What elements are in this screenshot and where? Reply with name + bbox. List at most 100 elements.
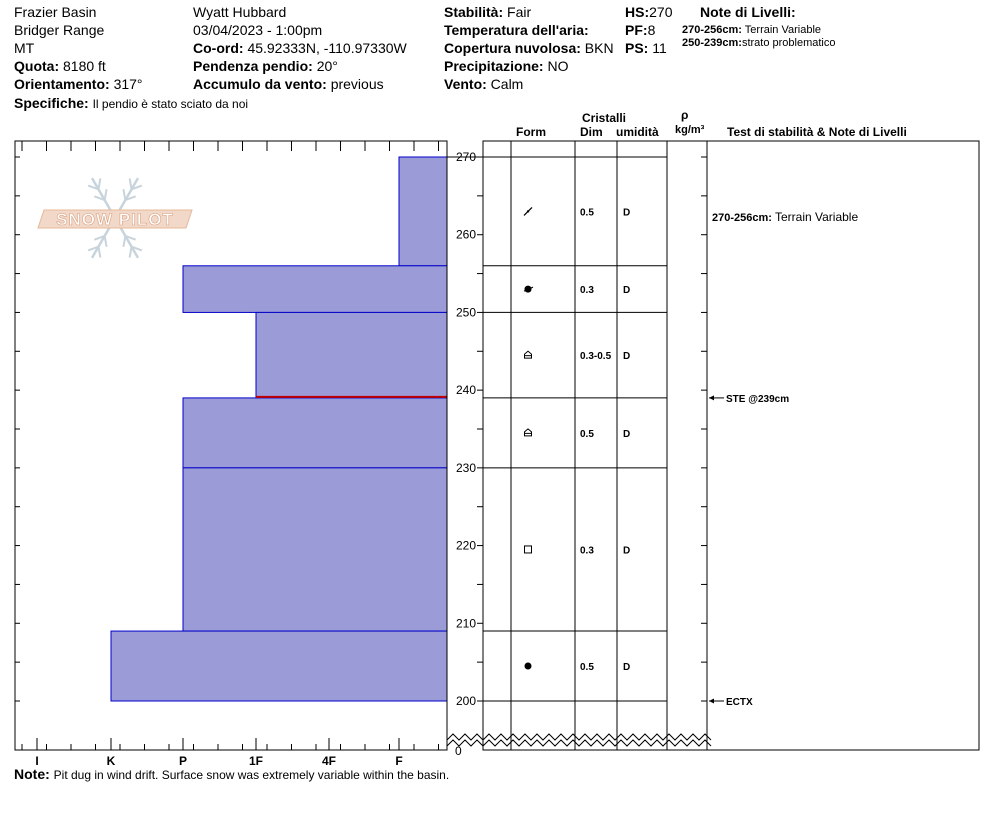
grain-size-2: 0.3-0.5	[580, 351, 612, 362]
note1-range: 270-256cm:	[682, 24, 742, 36]
orientamento: Orientamento: 317°	[14, 76, 143, 92]
pf: PF:8	[625, 22, 655, 38]
state: MT	[14, 40, 35, 56]
logo-flake-branch	[131, 245, 143, 252]
hardness-layer-4	[182, 467, 448, 632]
crystal-table-frame	[482, 140, 980, 751]
hs: HS:270	[625, 4, 672, 20]
crystal-form-icon-rounded-faceted	[523, 285, 534, 293]
logo-flake-branch	[103, 189, 108, 201]
accumulo-label: Accumulo da vento:	[193, 76, 327, 92]
grain-size-5: 0.5	[580, 662, 594, 673]
orient-label: Orientamento:	[14, 76, 110, 92]
copertura-value: BKN	[584, 40, 614, 56]
copertura: Copertura nuvolosa: BKN	[444, 40, 614, 56]
crystal-form-icon-depth-hoar	[524, 428, 532, 437]
specifiche-label: Specifiche:	[14, 95, 89, 111]
logo-text: SNOW PILOT	[56, 210, 174, 229]
y-axis-label: 210	[456, 616, 476, 630]
logo-flake-branch	[87, 184, 99, 191]
logo-flake-branch	[125, 195, 137, 202]
y-axis-label: 200	[456, 694, 476, 708]
range: Bridger Range	[14, 22, 105, 38]
logo-flake-branch	[128, 246, 133, 258]
pendenza: Pendenza pendio: 20°	[193, 58, 338, 74]
snow-pilot-logo: SNOW PILOT	[37, 177, 193, 259]
hardness-layer-1	[182, 265, 448, 313]
logo-flake-branch	[131, 184, 143, 191]
moisture-2: D	[623, 351, 630, 362]
location: Frazier Basin	[14, 4, 97, 20]
logo-flake-branch	[93, 234, 105, 241]
layer-note-0: 270-256cm: Terrain Variable	[712, 210, 858, 224]
hardness-layer-5	[110, 630, 448, 702]
pendenza-value: 20°	[316, 58, 338, 74]
vento-label: Vento:	[444, 76, 487, 92]
dh-shape	[524, 428, 532, 437]
crystal-form-icon-depth-hoar	[524, 350, 532, 359]
copertura-label: Copertura nuvolosa:	[444, 40, 581, 56]
y-axis-label: 240	[456, 383, 476, 397]
hardness-chart-frame	[14, 140, 448, 751]
vento-value: Calm	[490, 76, 524, 92]
grain-size-3: 0.5	[580, 429, 594, 440]
moisture-3: D	[623, 429, 630, 440]
coord-value: 45.92333N, -110.97330W	[247, 40, 407, 56]
test-label-1: ECTX	[726, 697, 753, 708]
y-axis-label: 270	[456, 150, 476, 164]
note-livelli-2: 250-239cm:strato problematico	[682, 37, 835, 50]
precip-label: Precipitazione:	[444, 58, 544, 74]
hardness-layer-3	[182, 397, 448, 469]
accumulo: Accumulo da vento: previous	[193, 76, 384, 92]
note-livelli-title: Note di Livelli:	[700, 4, 796, 20]
logo-flake-branch	[93, 195, 105, 202]
logo-flake-branch	[87, 245, 99, 252]
stabilita: Stabilità: Fair	[444, 4, 531, 20]
y-axis-zero-label: 0	[455, 744, 462, 758]
ps: PS: 11	[625, 40, 667, 56]
density-unit-header: kg/m³	[675, 124, 705, 136]
tests-header: Test di stabilità & Note di Livelli	[727, 125, 907, 139]
logo-flake-branch	[125, 234, 137, 241]
hardness-label-K: K	[107, 754, 116, 768]
hardness-label-1F: 1F	[249, 754, 263, 768]
hs-value: 270	[649, 4, 673, 20]
pf-value: 8	[647, 22, 656, 38]
specifiche-value: Il pendio è stato sciato da noi	[92, 97, 249, 111]
dim-header: Dim	[580, 125, 603, 139]
dh-shape	[524, 350, 532, 359]
temp-label: Temperatura dell'aria:	[444, 22, 589, 38]
crystal-form-icon-faceted	[524, 545, 532, 554]
crystal-form-icon-rounded	[524, 662, 532, 670]
footer-note: Note: Pit dug in wind drift. Surface sno…	[14, 766, 449, 782]
cristalli-header: Cristalli	[582, 111, 627, 125]
rg-dot	[524, 662, 532, 670]
hardness-label-4F: 4F	[322, 754, 336, 768]
orient-value: 317°	[113, 76, 143, 92]
hardness-label-I: I	[35, 754, 38, 768]
specifiche: Specifiche: Il pendio è stato sciato da …	[14, 95, 248, 111]
quota: Quota: 8180 ft	[14, 58, 106, 74]
rho-header: ρ	[681, 108, 689, 122]
rf-line	[523, 286, 534, 292]
stabilita-value: Fair	[507, 4, 532, 20]
hardness-layer-2	[255, 311, 448, 399]
crystal-form-icon-decomposing	[523, 206, 533, 216]
moisture-1: D	[623, 285, 630, 296]
grain-size-4: 0.3	[580, 545, 594, 556]
fc-square	[524, 545, 532, 554]
coord-label: Co-ord:	[193, 40, 244, 56]
precip-value: NO	[547, 58, 569, 74]
hs-label: HS:	[625, 4, 650, 20]
hardness-label-F: F	[395, 754, 402, 768]
observer: Wyatt Hubbard	[193, 4, 287, 20]
note2-text: strato problematico	[741, 37, 836, 49]
accumulo-value: previous	[330, 76, 384, 92]
moisture-4: D	[623, 545, 630, 556]
y-axis-label: 260	[456, 228, 476, 242]
hardness-label-P: P	[179, 754, 187, 768]
vento: Vento: Calm	[444, 76, 523, 92]
note1-text: Terrain Variable	[744, 24, 822, 36]
logo-flake-branch	[128, 178, 133, 190]
